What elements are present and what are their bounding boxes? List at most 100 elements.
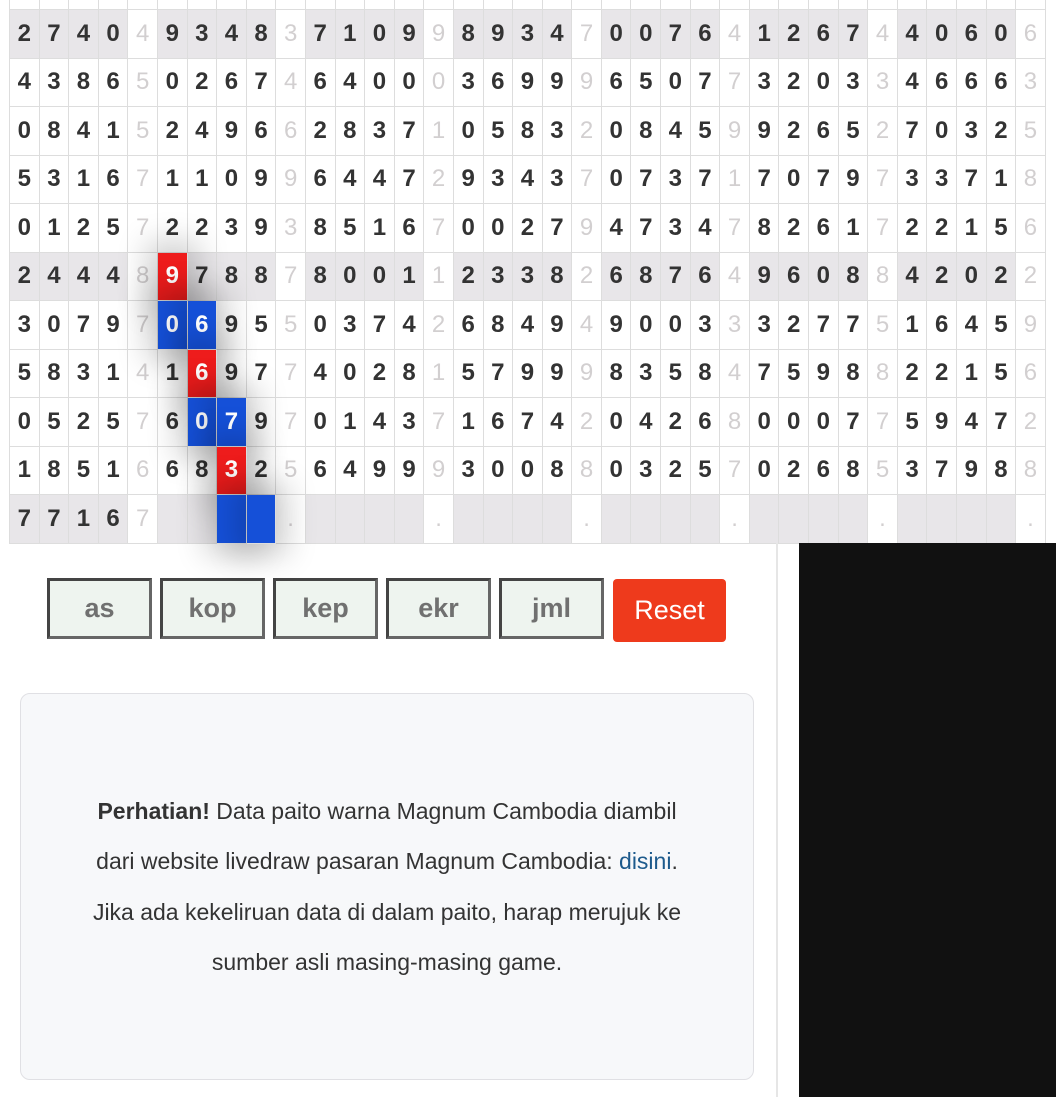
paito-cell[interactable]: 4 [897, 58, 928, 107]
paito-cell[interactable]: 1 [69, 155, 99, 204]
paito-cell[interactable]: 9 [246, 204, 277, 253]
paito-cell[interactable]: 2 [779, 446, 810, 495]
paito-cell[interactable]: 7 [957, 155, 987, 204]
paito-cell[interactable]: 5 [986, 204, 1017, 253]
paito-cell[interactable]: 0 [10, 204, 40, 253]
paito-cell[interactable]: 0 [483, 204, 514, 253]
paito-cell[interactable]: 7 [39, 10, 70, 59]
paito-cell[interactable]: 0 [809, 58, 839, 107]
paito-cell[interactable]: 6 [453, 301, 484, 350]
paito-extra-cell[interactable]: 7 [868, 398, 898, 447]
paito-cell[interactable] [187, 495, 218, 544]
paito-cell[interactable]: 3 [897, 155, 928, 204]
paito-cell[interactable]: 4 [365, 398, 395, 447]
paito-cell[interactable]: 5 [98, 398, 129, 447]
paito-extra-cell[interactable]: 4 [720, 252, 750, 301]
paito-cell[interactable]: 4 [513, 155, 543, 204]
paito-cell[interactable]: 8 [335, 107, 366, 156]
paito-cell[interactable]: 1 [365, 204, 395, 253]
paito-cell[interactable]: 3 [10, 301, 40, 350]
paito-cell[interactable]: 0 [601, 107, 632, 156]
paito-extra-cell[interactable]: 7 [276, 252, 306, 301]
paito-cell[interactable]: 0 [749, 446, 780, 495]
paito-cell[interactable]: 4 [39, 252, 70, 301]
paito-cell[interactable]: 6 [957, 58, 987, 107]
paito-cell[interactable]: 9 [601, 301, 632, 350]
paito-cell[interactable]: 2 [187, 58, 218, 107]
paito-cell[interactable]: 2 [927, 349, 957, 398]
paito-extra-cell[interactable]: 3 [276, 10, 306, 59]
paito-cell[interactable]: 3 [542, 155, 573, 204]
paito-cell[interactable]: 0 [661, 301, 691, 350]
paito-extra-cell[interactable]: 2 [1016, 252, 1046, 301]
paito-extra-cell[interactable]: 5 [276, 301, 306, 350]
paito-cell[interactable]: 2 [897, 349, 928, 398]
paito-cell[interactable]: 5 [39, 398, 70, 447]
paito-extra-cell[interactable]: 9 [572, 58, 602, 107]
paito-cell[interactable]: 3 [365, 107, 395, 156]
paito-cell[interactable]: 0 [335, 349, 366, 398]
paito-cell[interactable]: 4 [69, 10, 99, 59]
paito-cell[interactable]: 6 [986, 58, 1017, 107]
paito-cell[interactable]: 9 [217, 349, 247, 398]
paito-extra-cell[interactable]: 4 [720, 349, 750, 398]
paito-cell[interactable]: 9 [98, 301, 129, 350]
paito-cell[interactable]: 9 [246, 155, 277, 204]
paito-cell[interactable]: 5 [69, 446, 99, 495]
paito-cell[interactable]: 8 [749, 204, 780, 253]
paito-cell[interactable]: 3 [631, 349, 662, 398]
paito-cell[interactable]: 6 [157, 446, 188, 495]
paito-extra-cell[interactable]: 9 [276, 155, 306, 204]
paito-cell[interactable] [690, 495, 721, 544]
paito-cell[interactable]: 3 [335, 301, 366, 350]
paito-cell[interactable]: 3 [217, 446, 247, 495]
paito-cell[interactable]: 7 [246, 58, 277, 107]
paito-cell[interactable]: 6 [483, 58, 514, 107]
paito-cell[interactable] [661, 495, 691, 544]
paito-cell[interactable]: 4 [69, 107, 99, 156]
paito-cell[interactable]: 3 [661, 155, 691, 204]
paito-cell[interactable] [513, 495, 543, 544]
ekr-button[interactable]: ekr [386, 578, 491, 639]
paito-cell[interactable]: 5 [690, 446, 721, 495]
paito-cell[interactable]: 8 [39, 107, 70, 156]
paito-cell[interactable]: 1 [957, 349, 987, 398]
paito-cell[interactable]: 8 [838, 349, 869, 398]
paito-cell[interactable]: 0 [986, 10, 1017, 59]
paito-cell[interactable]: 9 [394, 10, 425, 59]
paito-cell[interactable]: 3 [483, 155, 514, 204]
paito-cell[interactable] [897, 495, 928, 544]
paito-cell[interactable]: 0 [453, 107, 484, 156]
paito-cell[interactable]: 6 [394, 204, 425, 253]
paito-cell[interactable]: 0 [779, 398, 810, 447]
paito-cell[interactable]: 7 [631, 155, 662, 204]
paito-cell[interactable]: 0 [157, 301, 188, 350]
paito-cell[interactable]: 2 [779, 204, 810, 253]
paito-cell[interactable]: 4 [187, 107, 218, 156]
paito-cell[interactable]: 8 [246, 252, 277, 301]
paito-cell[interactable]: 8 [542, 446, 573, 495]
paito-extra-cell[interactable]: 1 [424, 349, 454, 398]
paito-cell[interactable]: 8 [305, 204, 336, 253]
paito-cell[interactable]: 0 [513, 446, 543, 495]
paito-cell[interactable]: 3 [513, 10, 543, 59]
paito-cell[interactable]: 9 [542, 349, 573, 398]
paito-extra-cell[interactable]: 2 [572, 398, 602, 447]
paito-extra-cell[interactable]: 8 [128, 252, 158, 301]
paito-cell[interactable]: 4 [10, 58, 40, 107]
paito-extra-cell[interactable]: 6 [276, 107, 306, 156]
paito-extra-cell[interactable]: 7 [720, 204, 750, 253]
paito-cell[interactable]: 6 [690, 252, 721, 301]
paito-cell[interactable]: 0 [365, 10, 395, 59]
paito-cell[interactable]: 0 [365, 58, 395, 107]
paito-extra-cell[interactable]: 4 [276, 58, 306, 107]
paito-cell[interactable]: 2 [779, 107, 810, 156]
paito-cell[interactable]: 1 [187, 155, 218, 204]
paito-cell[interactable]: 7 [394, 107, 425, 156]
paito-cell[interactable]: 0 [601, 10, 632, 59]
paito-extra-cell[interactable]: 3 [1016, 58, 1046, 107]
paito-extra-cell[interactable]: 8 [1016, 446, 1046, 495]
paito-cell[interactable]: 0 [39, 301, 70, 350]
paito-cell[interactable]: 4 [661, 107, 691, 156]
paito-cell[interactable]: 6 [809, 10, 839, 59]
